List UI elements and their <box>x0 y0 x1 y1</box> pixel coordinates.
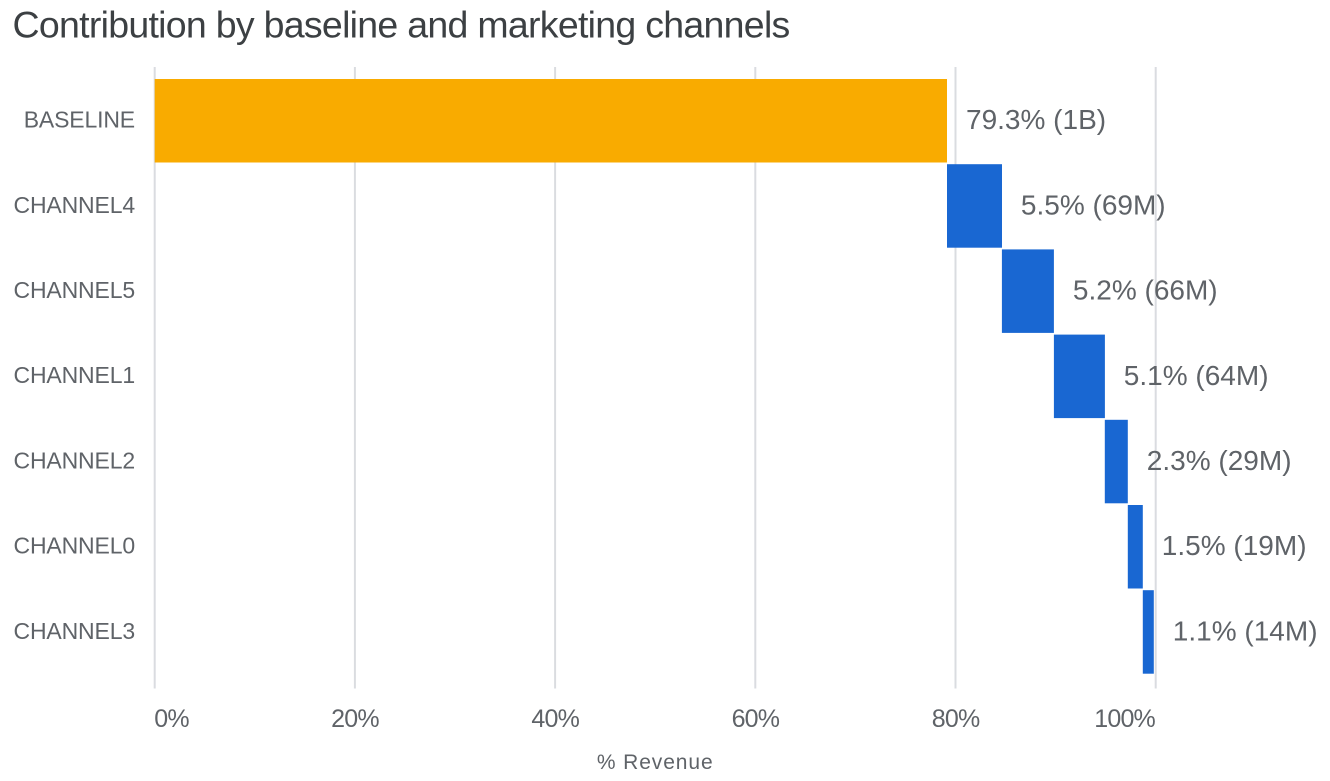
svg-text:CHANNEL0: CHANNEL0 <box>13 533 135 559</box>
svg-text:0%: 0% <box>154 705 189 733</box>
svg-text:1.1% (14M): 1.1% (14M) <box>1173 616 1318 647</box>
svg-text:BASELINE: BASELINE <box>24 107 135 133</box>
svg-text:100%: 100% <box>1094 705 1155 733</box>
svg-text:5.1% (64M): 5.1% (64M) <box>1124 360 1269 391</box>
svg-text:CHANNEL2: CHANNEL2 <box>13 447 135 473</box>
svg-text:CHANNEL5: CHANNEL5 <box>13 277 135 303</box>
svg-text:CHANNEL3: CHANNEL3 <box>13 618 135 644</box>
svg-text:5.5% (69M): 5.5% (69M) <box>1021 189 1166 220</box>
svg-text:20%: 20% <box>331 705 379 733</box>
svg-text:5.2% (66M): 5.2% (66M) <box>1073 275 1218 306</box>
svg-text:CHANNEL4: CHANNEL4 <box>13 192 135 218</box>
svg-text:2.3% (29M): 2.3% (29M) <box>1147 445 1292 476</box>
svg-text:79.3% (1B): 79.3% (1B) <box>966 104 1106 135</box>
svg-text:1.5% (19M): 1.5% (19M) <box>1162 530 1307 561</box>
svg-text:% Revenue: % Revenue <box>597 751 714 774</box>
svg-text:CHANNEL1: CHANNEL1 <box>13 362 135 388</box>
svg-text:Contribution by baseline and m: Contribution by baseline and marketing c… <box>13 4 790 46</box>
svg-text:80%: 80% <box>932 705 980 733</box>
svg-text:60%: 60% <box>732 705 780 733</box>
svg-text:40%: 40% <box>531 705 579 733</box>
